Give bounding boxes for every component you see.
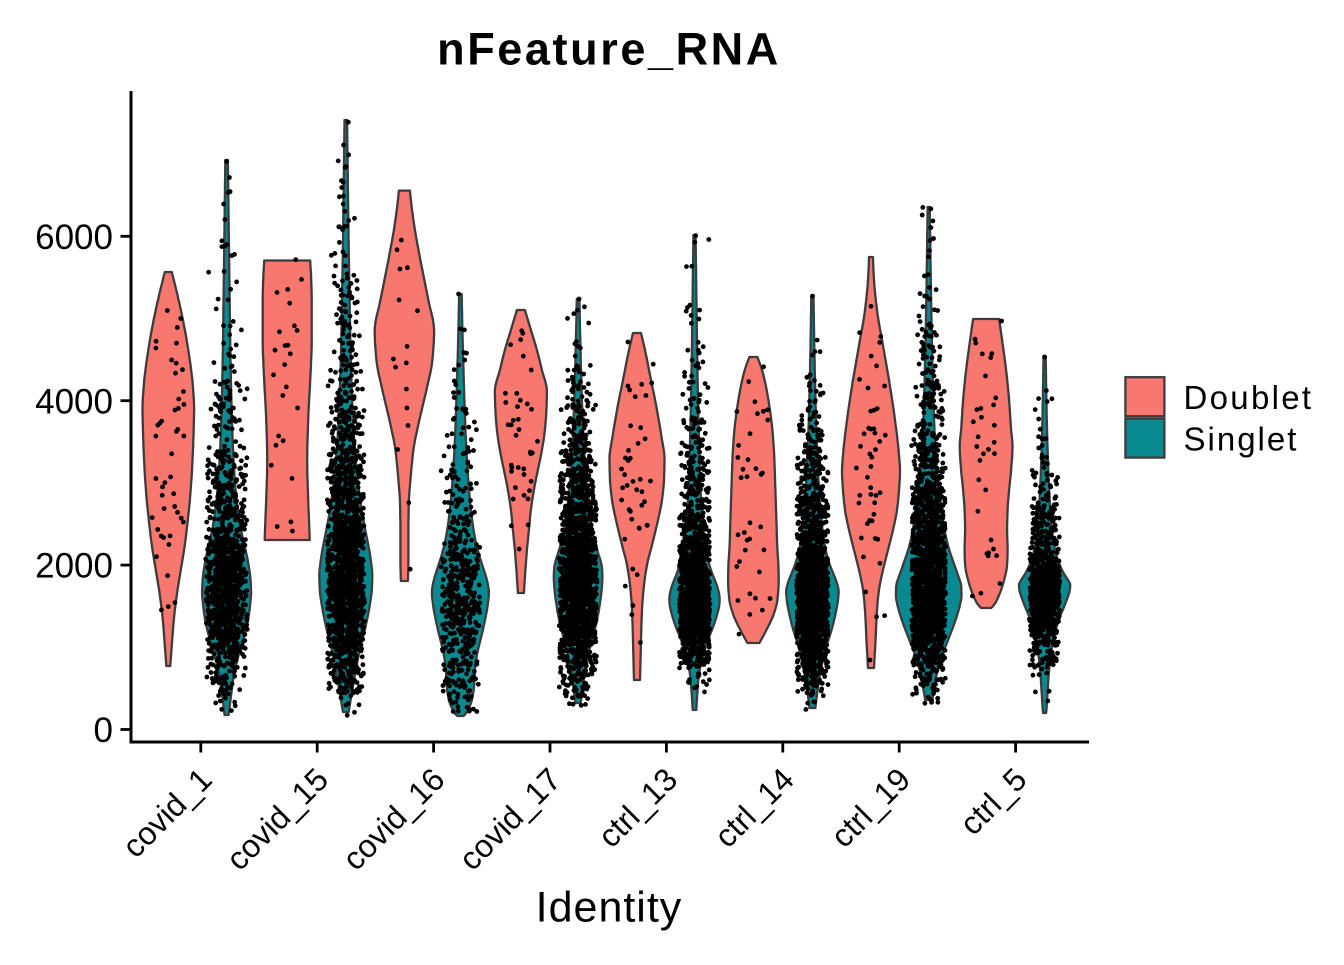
svg-text:nFeature_RNA: nFeature_RNA [437,24,781,75]
svg-text:Doublet: Doublet [1184,379,1314,416]
svg-text:Singlet: Singlet [1184,421,1299,458]
svg-text:2000: 2000 [35,547,113,586]
svg-text:Identity: Identity [536,884,683,932]
svg-text:0: 0 [94,711,113,750]
svg-text:6000: 6000 [35,218,113,257]
svg-text:4000: 4000 [35,382,113,421]
